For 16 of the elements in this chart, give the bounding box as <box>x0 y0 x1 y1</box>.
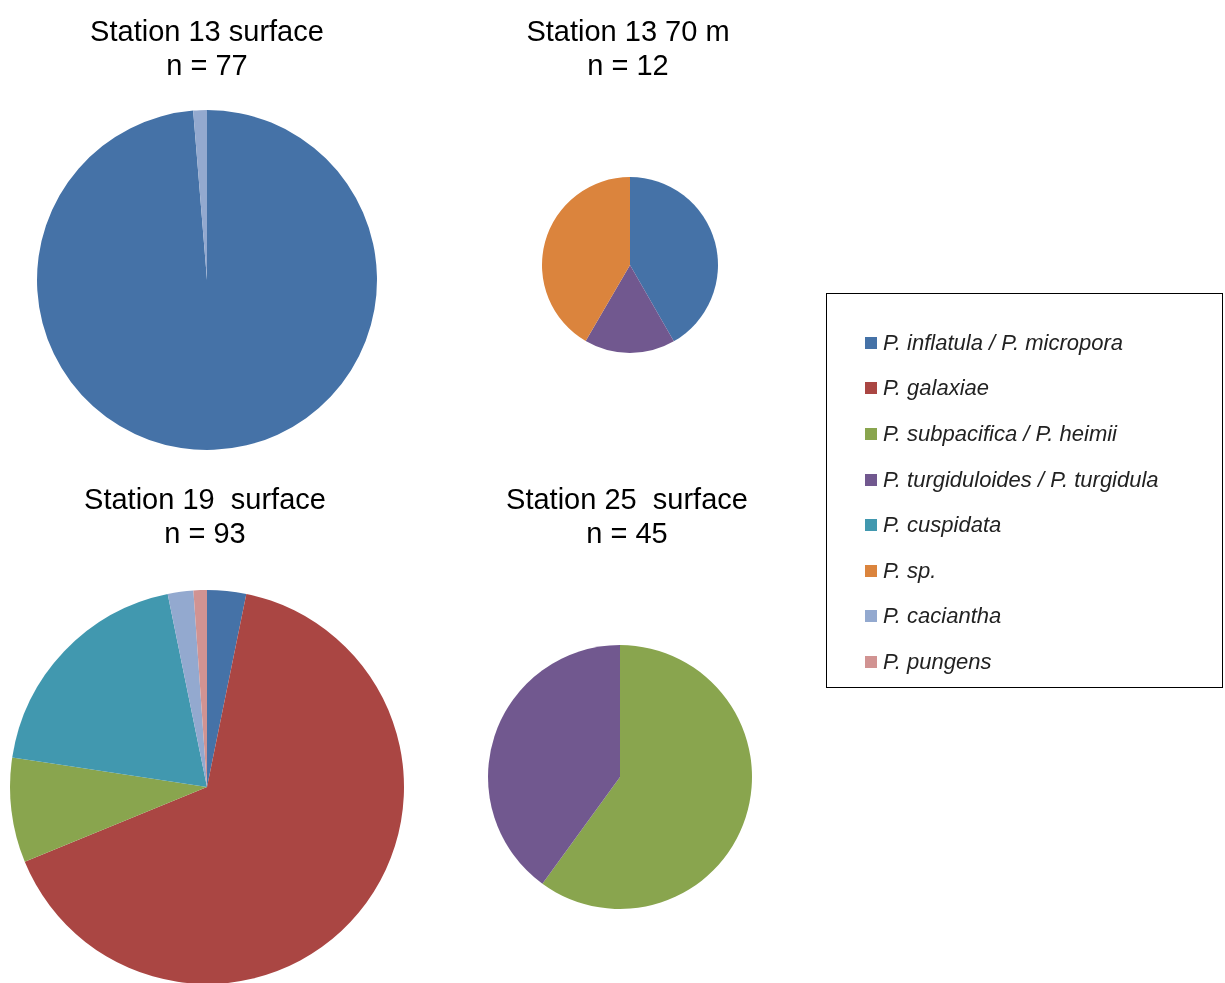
chart-subtitle: n = 45 <box>585 517 669 550</box>
legend-label: P. caciantha <box>883 603 1002 630</box>
chart-title: Station 19 surface <box>83 483 327 516</box>
chart-title: Station 13 surface <box>89 15 325 48</box>
legend-label: P. galaxiae <box>883 375 990 402</box>
legend-label: P. turgiduloides / P. turgidula <box>883 466 1159 493</box>
chart-subtitle: n = 93 <box>163 517 247 550</box>
legend-label: P. cuspidata <box>883 512 1002 539</box>
legend-label: P. pungens <box>883 648 992 675</box>
legend-label: P. sp. <box>883 557 937 584</box>
chart-title: Station 25 surface <box>505 483 749 516</box>
chart-title: Station 13 70 m <box>525 15 731 48</box>
chart-subtitle: n = 77 <box>165 49 249 82</box>
chart-subtitle: n = 12 <box>586 49 670 82</box>
legend-label: P. inflatula / P. micropora <box>883 329 1124 356</box>
legend-label: P. subpacifica / P. heimii <box>883 420 1117 447</box>
